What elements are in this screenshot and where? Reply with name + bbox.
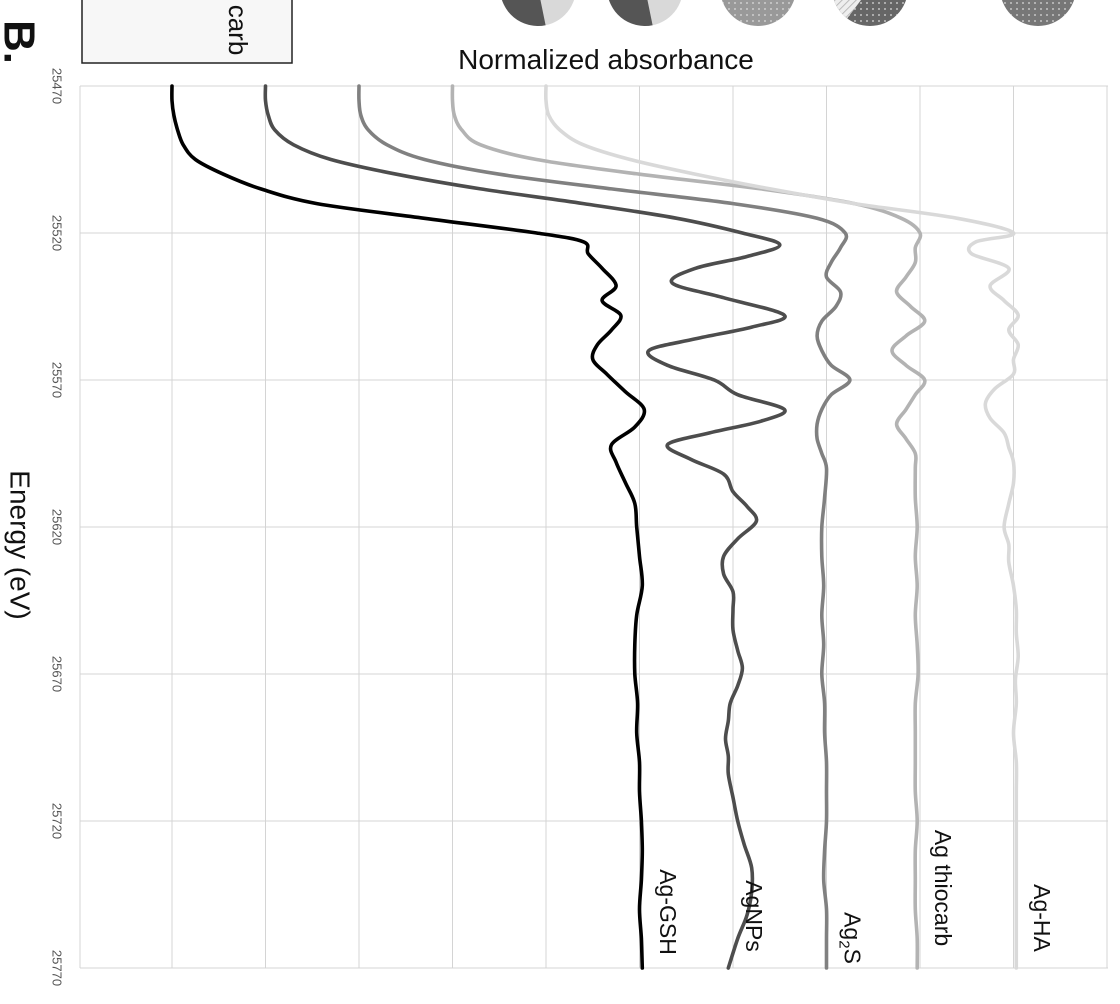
series-label: AgNPs [741, 880, 767, 952]
x-tick-label: 25470 [50, 68, 65, 104]
series-label-part: Ag [839, 912, 865, 940]
series-label-part: S [839, 949, 865, 964]
legend-pie [721, 0, 795, 26]
legend-pies [501, 0, 1075, 26]
legend-pie [608, 0, 682, 26]
legend-pie-dark [609, 0, 653, 26]
x-tick-label: 25570 [50, 362, 65, 398]
series-layer [170, 84, 1021, 970]
x-tick-label: 25720 [50, 803, 65, 839]
series-line-ag-ha [543, 84, 1021, 970]
x-tick-label: 25620 [50, 509, 65, 545]
plot-grid [79, 85, 1108, 969]
x-tick-labels: 25470 25520 25570 25620 25670 25720 25770 [50, 68, 65, 986]
series-line-ag-thiocarb [450, 84, 927, 970]
legend-pie-dark [502, 0, 546, 26]
legend-pie-hatch-lines [834, 0, 861, 19]
series-labels: Ag-GSH AgNPs Ag2S Ag thiocarb Ag-HA [655, 830, 1055, 964]
legend-pie [501, 0, 575, 26]
series-label: Ag-HA [1029, 884, 1055, 952]
y-axis-title: Normalized absorbance [458, 44, 754, 75]
x-tick-label: 25770 [50, 950, 65, 986]
series-label: Ag2S [836, 912, 866, 964]
series-label: Ag thiocarb [930, 830, 956, 946]
legend-box [81, 0, 293, 64]
series-line-ag2s [357, 84, 852, 970]
x-tick-label: 25520 [50, 215, 65, 251]
panel-letter: B. [0, 20, 43, 64]
legend-pie-dots [1001, 0, 1075, 26]
x-tick-label: 25670 [50, 656, 65, 692]
legend-pie [1001, 0, 1075, 26]
series-label-subscript: 2 [836, 940, 853, 948]
series-line-agnps [263, 84, 787, 970]
legend-pie-dots [721, 0, 795, 26]
series-label: Ag-GSH [655, 869, 681, 955]
legend-pie [833, 0, 907, 26]
x-axis-title: Energy (eV) [5, 470, 36, 619]
series-line-ag-gsh [170, 84, 647, 970]
legend-box-text: carb [223, 5, 253, 56]
